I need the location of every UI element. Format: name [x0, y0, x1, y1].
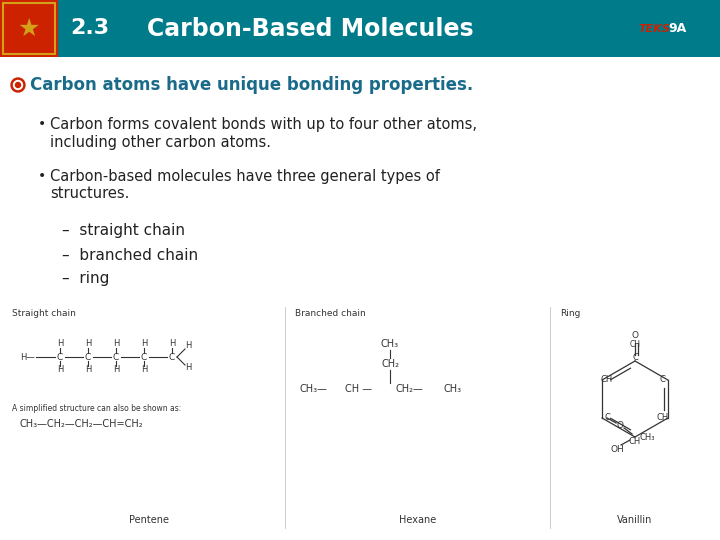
Text: –  ring: – ring: [62, 272, 109, 287]
Text: •: •: [38, 169, 46, 183]
Text: H: H: [113, 366, 120, 375]
Text: H: H: [185, 341, 192, 350]
Bar: [3, 3, 55, 54]
Text: CH₃: CH₃: [639, 433, 654, 442]
Text: CH₃—: CH₃—: [300, 384, 328, 394]
Text: Hexane: Hexane: [399, 515, 436, 525]
Text: A simplified structure can also be shown as:: A simplified structure can also be shown…: [12, 404, 181, 413]
Text: CH —: CH —: [345, 384, 372, 394]
Text: Pentene: Pentene: [128, 515, 168, 525]
Text: O: O: [616, 421, 624, 429]
Bar: [0, 0, 58, 57]
Text: OH: OH: [610, 444, 624, 454]
Text: Carbon atoms have unique bonding properties.: Carbon atoms have unique bonding propert…: [30, 76, 473, 94]
Text: Carbon-Based Molecules: Carbon-Based Molecules: [147, 17, 473, 40]
Text: CH₃: CH₃: [381, 339, 399, 349]
Text: C: C: [169, 353, 175, 361]
Text: C: C: [604, 414, 610, 422]
Text: O: O: [631, 332, 639, 341]
Text: H: H: [57, 366, 63, 375]
Text: C: C: [660, 375, 666, 384]
Text: Straight chain: Straight chain: [12, 309, 76, 318]
Text: 2.3: 2.3: [71, 18, 109, 38]
Text: ★: ★: [18, 17, 40, 40]
Text: including other carbon atoms.: including other carbon atoms.: [50, 134, 271, 150]
Text: C: C: [85, 353, 91, 361]
Circle shape: [14, 80, 22, 90]
Text: CH₃—CH₂—CH₂—CH=CH₂: CH₃—CH₂—CH₂—CH=CH₂: [20, 419, 143, 429]
Text: structures.: structures.: [50, 186, 130, 201]
Text: H: H: [168, 340, 175, 348]
Text: Branched chain: Branched chain: [295, 309, 366, 318]
Text: C: C: [113, 353, 119, 361]
Text: H: H: [57, 340, 63, 348]
Text: CH: CH: [629, 340, 641, 349]
Text: 9A: 9A: [668, 22, 686, 35]
Text: H: H: [141, 340, 147, 348]
Text: CH₃: CH₃: [443, 384, 461, 394]
Text: –  branched chain: – branched chain: [62, 247, 198, 262]
Text: CH: CH: [657, 414, 669, 422]
Text: TEKS: TEKS: [638, 24, 670, 33]
Text: H: H: [141, 366, 147, 375]
Text: H: H: [185, 363, 192, 373]
Text: –  straight chain: – straight chain: [62, 224, 185, 239]
Circle shape: [11, 78, 25, 92]
Text: CH: CH: [629, 436, 641, 446]
Text: •: •: [38, 117, 46, 131]
Text: H: H: [85, 340, 91, 348]
Text: CH₂—: CH₂—: [395, 384, 423, 394]
Text: Carbon forms covalent bonds with up to four other atoms,: Carbon forms covalent bonds with up to f…: [50, 117, 477, 132]
Circle shape: [16, 83, 20, 87]
Text: C: C: [141, 353, 147, 361]
Text: Ring: Ring: [560, 309, 580, 318]
Text: C: C: [57, 353, 63, 361]
Text: Vanillin: Vanillin: [617, 515, 653, 525]
Text: Carbon-based molecules have three general types of: Carbon-based molecules have three genera…: [50, 168, 440, 184]
Text: H: H: [113, 340, 120, 348]
Text: H: H: [85, 366, 91, 375]
Text: C: C: [632, 353, 638, 361]
Text: CH₂: CH₂: [381, 359, 399, 369]
Text: CH: CH: [601, 375, 613, 384]
Text: H—: H—: [20, 353, 35, 361]
